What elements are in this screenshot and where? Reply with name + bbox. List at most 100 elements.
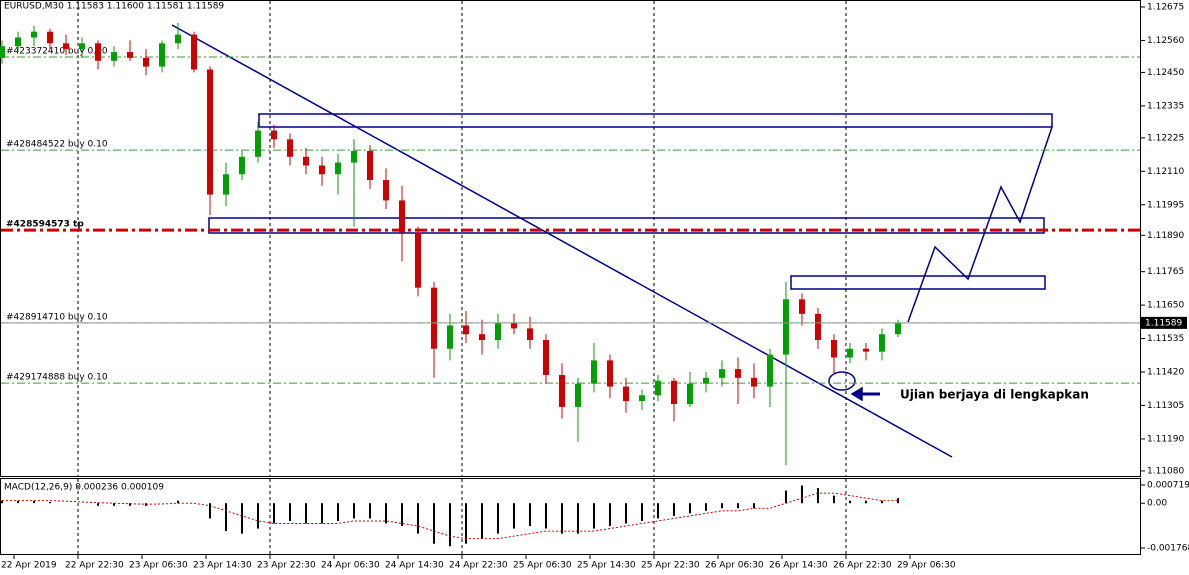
candle-body [558, 374, 565, 407]
order-label: #428484522 buy 0.10 [6, 140, 108, 150]
x-tick-label: 29 Apr 06:30 [897, 561, 956, 571]
y-tick-label: 1.12675 [1147, 2, 1184, 12]
candle-body [734, 369, 741, 378]
candle-body [590, 360, 597, 384]
y-tick-label: 1.12450 [1147, 68, 1184, 78]
candle-body [158, 43, 165, 67]
zone-box [258, 113, 1053, 128]
x-tick-label: 23 Apr 06:30 [129, 561, 188, 571]
candle-body [14, 37, 21, 47]
candle-body [222, 174, 229, 195]
candle-body [334, 162, 341, 175]
candle-body [46, 31, 53, 44]
x-tick-label: 23 Apr 22:30 [257, 561, 316, 571]
y-tick-label: 1.12335 [1147, 101, 1184, 111]
candle-body [606, 360, 613, 387]
x-tick-label: 25 Apr 22:30 [641, 561, 700, 571]
x-tick-label: 24 Apr 14:30 [385, 561, 444, 571]
y-tick-label: 1.11650 [1147, 301, 1184, 311]
y-tick-label: 1.12560 [1147, 36, 1184, 46]
candle-body [94, 43, 101, 61]
x-tick-label: 25 Apr 06:30 [513, 561, 572, 571]
y-tick-label: 1.11420 [1147, 368, 1184, 378]
y-tick-label: 1.11535 [1147, 334, 1184, 344]
candle-body [78, 43, 85, 50]
x-tick-label: 24 Apr 22:30 [449, 561, 508, 571]
candle-body [542, 340, 549, 375]
candle-body [190, 34, 197, 70]
tp-label: #428594573 tp [6, 220, 84, 230]
candle-body [830, 340, 837, 358]
candle-body [718, 369, 725, 378]
trend-line [171, 24, 953, 458]
macd-title: MACD(12,26,9) 0.000236 0.000109 [4, 483, 164, 493]
candle-body [510, 322, 517, 329]
macd-signal [1, 492, 898, 540]
chart-title: EURUSD,M30 1.11583 1.11600 1.11581 1.115… [4, 2, 224, 12]
annotation: Ujian berjaya di lengkapkan [900, 388, 1089, 402]
candle-body [526, 328, 533, 341]
y-tick-label: 1.11890 [1147, 231, 1184, 241]
candle-body [654, 380, 661, 396]
y-tick-label: 1.12225 [1147, 133, 1184, 143]
x-tick-label: 22 Apr 22:30 [65, 561, 124, 571]
y-tick-label: 1.11995 [1147, 200, 1184, 210]
candle-body [430, 287, 437, 349]
candle-body [206, 69, 213, 195]
candle-body [382, 180, 389, 201]
candle-body [398, 200, 405, 233]
candle-body [798, 299, 805, 314]
arrow-head [850, 386, 863, 402]
y-tick-label: 1.11765 [1147, 267, 1184, 277]
y-tick-label: 1.11080 [1147, 466, 1184, 476]
y-tick-label: 1.11190 [1147, 434, 1184, 444]
candle-body [782, 299, 789, 355]
candle-body [494, 322, 501, 341]
order-label: #423372410 buy 0.10 [6, 47, 108, 57]
zone-box [208, 217, 1045, 234]
candle-body [686, 383, 693, 405]
candle-body [0, 46, 5, 58]
candle-body [894, 322, 901, 335]
y-tick-label: 1.11305 [1147, 401, 1184, 411]
y-tick-label: 0.00 [1147, 499, 1167, 509]
candle-body [30, 31, 37, 38]
candle-body [750, 377, 757, 387]
order-label: #429174888 buy 0.10 [6, 373, 108, 383]
candle-body [62, 43, 69, 50]
x-tick-label: 22 Apr 2019 [1, 561, 57, 571]
candle-body [702, 377, 709, 384]
candle-body [174, 34, 181, 44]
x-tick-label: 24 Apr 06:30 [321, 561, 380, 571]
candle-body [414, 232, 421, 288]
candle-body [366, 150, 373, 181]
drawings [171, 24, 1053, 458]
candle-body [270, 130, 277, 140]
candle-body [142, 57, 149, 67]
candle-body [462, 325, 469, 335]
projection-path [907, 126, 1053, 323]
last-price-label: 1.11589 [1145, 318, 1182, 328]
zone-box [790, 275, 1046, 290]
candle-body [446, 325, 453, 349]
candle-body [110, 52, 117, 61]
candle-body [638, 395, 645, 402]
last-price-box [1141, 316, 1187, 329]
macd-frame [0, 478, 1141, 555]
test-circle [828, 371, 856, 391]
x-tick-label: 25 Apr 14:30 [577, 561, 636, 571]
x-tick-label: 26 Apr 06:30 [705, 561, 764, 571]
order-label: #428914710 buy 0.10 [6, 312, 108, 322]
x-tick-label: 26 Apr 14:30 [769, 561, 828, 571]
candle-body [846, 348, 853, 358]
candle-body [478, 334, 485, 341]
candle-body [574, 383, 581, 407]
candle-body [318, 165, 325, 175]
candle-body [238, 156, 245, 175]
candle-body [766, 354, 773, 387]
candle-body [878, 334, 885, 352]
candle-body [670, 380, 677, 405]
y-tick-label: 1.12110 [1147, 167, 1184, 177]
x-tick-label: 26 Apr 22:30 [833, 561, 892, 571]
